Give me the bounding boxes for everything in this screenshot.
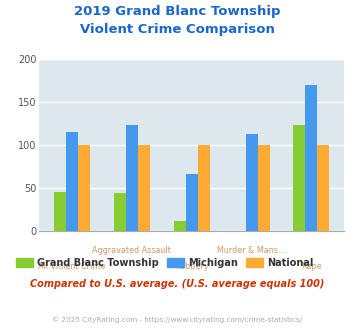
Bar xyxy=(317,145,329,231)
Text: Violent Crime Comparison: Violent Crime Comparison xyxy=(80,23,275,36)
Bar xyxy=(257,145,269,231)
Bar xyxy=(78,145,90,231)
Text: Compared to U.S. average. (U.S. average equals 100): Compared to U.S. average. (U.S. average … xyxy=(30,279,325,289)
Bar xyxy=(198,145,210,231)
Bar xyxy=(54,191,66,231)
Bar xyxy=(126,125,138,231)
Bar xyxy=(114,193,126,231)
Bar xyxy=(305,85,317,231)
Text: All Violent Crime: All Violent Crime xyxy=(38,262,105,271)
Bar xyxy=(246,134,257,231)
Text: Aggravated Assault: Aggravated Assault xyxy=(92,247,171,255)
Bar xyxy=(66,132,78,231)
Bar xyxy=(294,125,305,231)
Text: 2019 Grand Blanc Township: 2019 Grand Blanc Township xyxy=(74,5,281,18)
Text: Rape: Rape xyxy=(301,262,322,271)
Legend: Grand Blanc Township, Michigan, National: Grand Blanc Township, Michigan, National xyxy=(12,254,317,272)
Text: Robbery: Robbery xyxy=(175,262,208,271)
Bar xyxy=(186,174,198,231)
Text: Murder & Mans...: Murder & Mans... xyxy=(217,247,286,255)
Bar xyxy=(174,221,186,231)
Bar xyxy=(138,145,150,231)
Text: © 2025 CityRating.com - https://www.cityrating.com/crime-statistics/: © 2025 CityRating.com - https://www.city… xyxy=(53,317,302,323)
